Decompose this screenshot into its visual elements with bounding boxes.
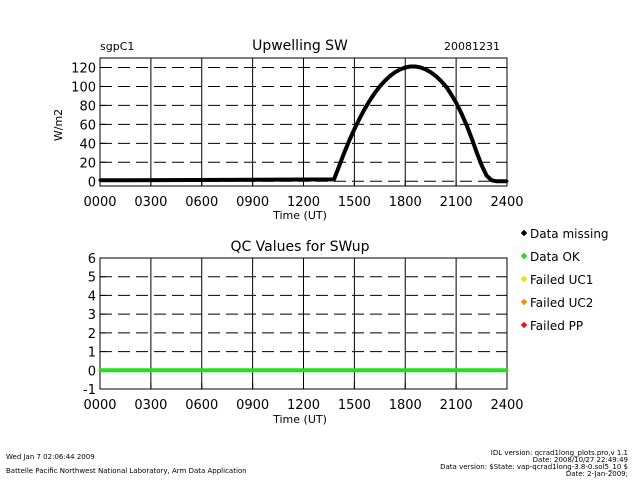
chart1-site-label: sgpC1 <box>100 40 134 53</box>
chart1-data-point <box>388 74 392 78</box>
chart1-data-point <box>342 151 346 155</box>
chart1-data-point <box>424 67 428 71</box>
legend-marker <box>520 298 528 306</box>
chart2-x-tick-label: 0600 <box>185 398 218 413</box>
legend-label: Data OK <box>530 250 581 264</box>
chart1-data-point <box>393 70 397 74</box>
chart1-data-point <box>429 70 433 74</box>
chart1-data-point <box>480 163 484 167</box>
legend-marker <box>520 275 528 283</box>
chart1-x-tick-label: 2400 <box>490 195 523 210</box>
chart1-x-tick-label: 0900 <box>236 195 269 210</box>
chart1-data-point <box>485 174 489 178</box>
chart1-data-point <box>439 79 443 83</box>
chart2-y-tick-label: -1 <box>83 383 96 398</box>
chart1-data-point <box>454 101 458 105</box>
legend-label: Failed UC1 <box>530 273 593 287</box>
chart1-x-tick-label: 1200 <box>287 195 320 210</box>
chart2-data-point <box>505 368 509 372</box>
chart1-series-line <box>99 64 507 184</box>
chart1-data-point <box>474 150 478 154</box>
chart2-y-tick-label: 0 <box>88 364 96 379</box>
chart1-data-point <box>459 111 463 115</box>
chart2-y-tick-label: 6 <box>88 252 96 267</box>
chart1-data-point <box>444 84 448 88</box>
chart1-x-tick-label: 2100 <box>440 195 473 210</box>
chart2-x-tick-label: 1200 <box>287 398 320 413</box>
chart2-x-tick-label: 2100 <box>440 398 473 413</box>
chart1-data-point <box>347 138 351 142</box>
chart1-data-point <box>413 65 417 69</box>
chart2-y-tick-label: 3 <box>88 308 96 323</box>
chart1-y-tick-label: 0 <box>88 175 96 190</box>
chart2-y-tick-label: 2 <box>88 327 96 342</box>
chart2-data-point <box>98 368 102 372</box>
chart1-title: Upwelling SW <box>252 38 348 54</box>
chart1-data-point <box>373 91 377 95</box>
chart1-x-tick-label: 0000 <box>83 195 116 210</box>
chart2-x-tick-label: 2400 <box>490 398 523 413</box>
legend-marker <box>520 321 528 329</box>
footer-data-date: Date: 2-Jan-2009; <box>566 470 628 478</box>
chart1-data-point <box>490 178 494 182</box>
chart1-x-tick-label: 1500 <box>338 195 371 210</box>
chart1-data-point <box>403 65 407 69</box>
chart1-y-tick-label: 20 <box>79 156 96 171</box>
chart1-x-tick-label: 0600 <box>185 195 218 210</box>
chart1-data-point <box>398 67 402 71</box>
chart1-x-tick-label: 0300 <box>134 195 167 210</box>
footer-organization: Battelle Pacific Northwest National Labo… <box>6 467 247 475</box>
footer-date-stamp: Wed Jan 7 02:06:44 2009 <box>6 453 95 461</box>
chart1-data-point <box>500 179 504 183</box>
chart1-data-point <box>352 127 356 131</box>
chart2-title: QC Values for SWup <box>230 239 369 255</box>
chart1-data-point <box>98 178 102 182</box>
chart1-y-tick-label: 40 <box>79 137 96 152</box>
chart1-data-point <box>378 84 382 88</box>
legend-label: Data missing <box>530 227 609 241</box>
chart1-y-tick-label: 80 <box>79 99 96 114</box>
chart1-y-axis-label: W/m2 <box>52 109 65 141</box>
legend-marker <box>520 252 528 260</box>
chart2-x-tick-label: 1800 <box>389 398 422 413</box>
chart1-data-point <box>332 177 336 181</box>
chart1-y-tick-label: 120 <box>71 61 96 76</box>
chart1-data-point <box>464 122 468 126</box>
chart2-x-tick-label: 1500 <box>338 398 371 413</box>
chart1-y-tick-label: 100 <box>71 80 96 95</box>
chart1-data-point <box>495 179 499 183</box>
footer-data-version: Data version: $State: vap-qcrad1long-3.8… <box>440 463 628 471</box>
chart1-date-label: 20081231 <box>444 40 500 53</box>
chart2-x-tick-label: 0300 <box>134 398 167 413</box>
chart2-x-tick-label: 0000 <box>83 398 116 413</box>
chart2-y-tick-label: 5 <box>88 271 96 286</box>
chart1-x-axis-label: Time (UT) <box>272 209 327 222</box>
chart2-y-tick-label: 1 <box>88 346 96 361</box>
chart1-data-point <box>337 164 341 168</box>
footer-idl-version: IDL version: qcrad1long_plots.pro,v 1.1 <box>491 449 628 457</box>
chart1-data-point <box>363 107 367 111</box>
chart1-data-point <box>434 74 438 78</box>
legend-marker <box>520 229 528 237</box>
footer-idl-date: Date: 2008/10/27 22:49:49 <box>533 456 628 464</box>
chart1-data-point <box>368 99 372 103</box>
chart1-y-tick-label: 60 <box>79 118 96 133</box>
legend-label: Failed UC2 <box>530 296 593 310</box>
chart1-data-point <box>408 65 412 69</box>
chart1-data-point <box>469 136 473 140</box>
chart1-data-point <box>383 79 387 83</box>
chart1-data-point <box>505 179 509 183</box>
chart1-data-point <box>357 117 361 121</box>
chart1-data-point <box>449 92 453 96</box>
legend-label: Failed PP <box>530 319 583 333</box>
chart2-x-axis-label: Time (UT) <box>272 413 327 426</box>
chart1-x-tick-label: 1800 <box>389 195 422 210</box>
chart1-data-point <box>419 65 423 69</box>
chart2-x-tick-label: 0900 <box>236 398 269 413</box>
chart2-y-tick-label: 4 <box>88 289 96 304</box>
